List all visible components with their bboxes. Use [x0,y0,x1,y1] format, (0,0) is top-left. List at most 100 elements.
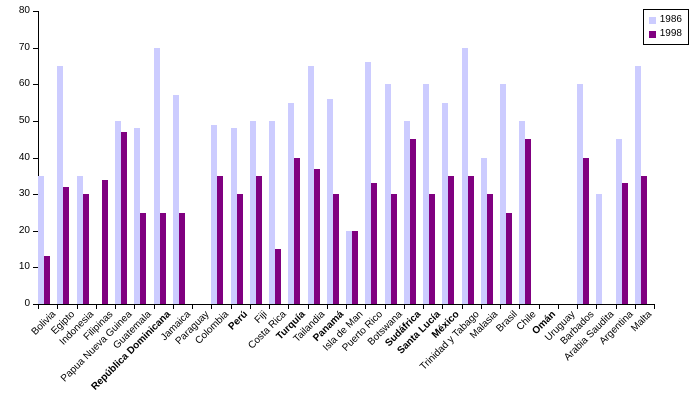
bar-1986-chile [519,121,526,304]
bar-1986-turquia [288,102,295,304]
x-tick-6 [153,305,155,309]
bar-1986-bolivia [38,175,44,304]
legend-label-1998: 1998 [659,28,682,39]
bar-1998-indonesia [82,194,89,304]
legend-item-1986: 1986 [648,13,682,27]
x-tick-29 [596,305,598,309]
x-tick-18 [384,305,386,309]
bar-1986-jamaica [172,95,179,304]
bar-1998-turquia [294,157,301,304]
x-tick-27 [557,305,559,309]
x-tick-31 [634,305,636,309]
y-tick-0 [33,304,38,305]
y-tick-label-0: 0 [24,298,30,309]
bar-1998-guatemala [140,212,147,304]
x-tick-7 [172,305,174,309]
bar-1998-argentina [621,183,628,304]
bar-1998-botswana [390,194,397,304]
x-label-peru: Perú [226,309,251,333]
y-tick-label-30: 30 [18,188,30,200]
y-tick-60 [33,84,38,86]
bar-1998-jamaica [178,212,185,304]
y-tick-40 [33,157,38,159]
x-tick-11 [249,305,251,309]
x-tick-23 [480,305,482,309]
x-tick-5 [134,305,136,309]
bar-1986-fiji [249,121,256,304]
x-tick-26 [538,305,540,309]
bar-1998-egipto [63,186,70,304]
bar-1998-filipinas [101,179,108,304]
x-axis-line [38,304,655,305]
bar-1998-panama [332,194,339,304]
y-tick-label-10: 10 [18,261,30,273]
bar-1986-argentina [615,139,622,304]
x-tick-28 [577,305,578,309]
bar-1998-republica-dominicana [159,212,166,304]
x-tick-19 [403,305,405,309]
bar-1986-egipto [57,66,64,304]
x-tick-17 [365,305,367,309]
x-tick-4 [115,305,116,309]
bar-1998-brasil [506,212,512,304]
bar-1986-costa-rica [269,121,275,304]
y-tick-50 [33,121,38,122]
bar-1998-papua-nueva-guinea [121,131,127,304]
x-tick-21 [442,305,444,309]
x-tick-20 [423,305,424,309]
bar-1986-arabia-saudita [596,194,603,304]
bar-1986-mexico [442,102,449,304]
bar-1986-malta [634,66,641,304]
bar-1998-sudafrica [409,139,416,304]
x-tick-14 [307,305,309,309]
x-label-malta: Malta [629,309,655,335]
bar-1998-trinidad-y-tabago [467,175,474,304]
bar-1986-tailandia [307,66,314,304]
bar-1998-malasia [486,194,493,304]
x-tick-13 [288,305,290,309]
bar-1986-guatemala [134,128,141,304]
bar-1998-chile [525,139,532,304]
bar-1998-santa-lucia [429,194,435,304]
x-tick-3 [95,305,97,309]
x-tick-25 [519,305,521,309]
x-tick-15 [326,305,328,309]
legend-label-1986: 1986 [659,14,682,25]
bar-1986-colombia [211,124,218,304]
x-tick-22 [461,305,463,309]
y-tick-70 [33,47,38,49]
y-tick-20 [33,230,38,232]
bar-1986-barbados [577,84,583,304]
legend: 1986 1998 [642,9,689,45]
bar-1998-bolivia [44,256,50,304]
x-tick-30 [615,305,617,309]
y-axis-line [38,11,39,305]
legend-swatch-1986 [648,16,656,24]
bar-1998-puerto-rico [371,183,378,304]
y-tick-label-20: 20 [18,224,30,236]
x-tick-1 [57,305,59,309]
bar-1986-panama [326,99,333,304]
bar-1986-republica-dominicana [153,47,160,304]
x-tick-32 [654,305,655,309]
y-tick-30 [33,194,38,196]
bar-1998-malta [640,175,647,304]
bar-1998-peru [236,194,243,304]
bar-1998-tailandia [313,168,320,304]
legend-item-1998: 1998 [648,27,682,41]
bar-1986-indonesia [76,175,83,304]
legend-swatch-1998 [648,30,656,38]
bar-1986-sudafrica [403,121,410,304]
y-tick-label-50: 50 [18,115,30,126]
x-tick-2 [76,305,78,309]
x-tick-16 [346,305,347,309]
bar-1998-costa-rica [275,249,281,304]
x-tick-0 [38,305,39,309]
bar-1986-malasia [480,157,487,304]
y-tick-label-70: 70 [18,41,30,53]
x-tick-24 [500,305,501,309]
bar-1986-santa-lucia [423,84,429,304]
bar-1986-peru [230,128,237,304]
bar-1986-puerto-rico [365,62,372,304]
